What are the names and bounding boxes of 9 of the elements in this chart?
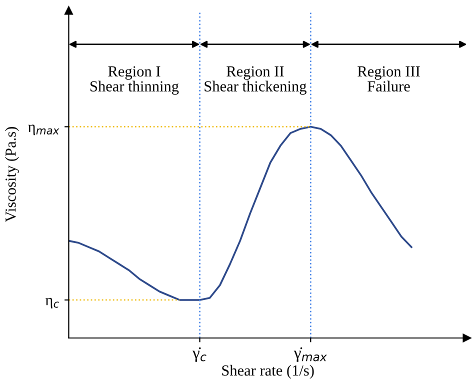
ref-line-label: η$_{max}$ [28, 124, 60, 136]
text: Region I Shear thinning [90, 66, 179, 95]
y-axis-title: Viscosity (Pa.s) [5, 127, 19, 222]
x-axis-title: Shear rate (1/s) [222, 364, 314, 379]
text: Region III Failure [358, 66, 420, 92]
x-tick-label: γ̇$_{max}$ [294, 347, 327, 362]
text: Region II Shear thickening [204, 66, 306, 95]
ref-line-label: η$_{c}$ [45, 298, 60, 308]
x-tick-label: γ̇$_{c}$ [192, 347, 206, 362]
